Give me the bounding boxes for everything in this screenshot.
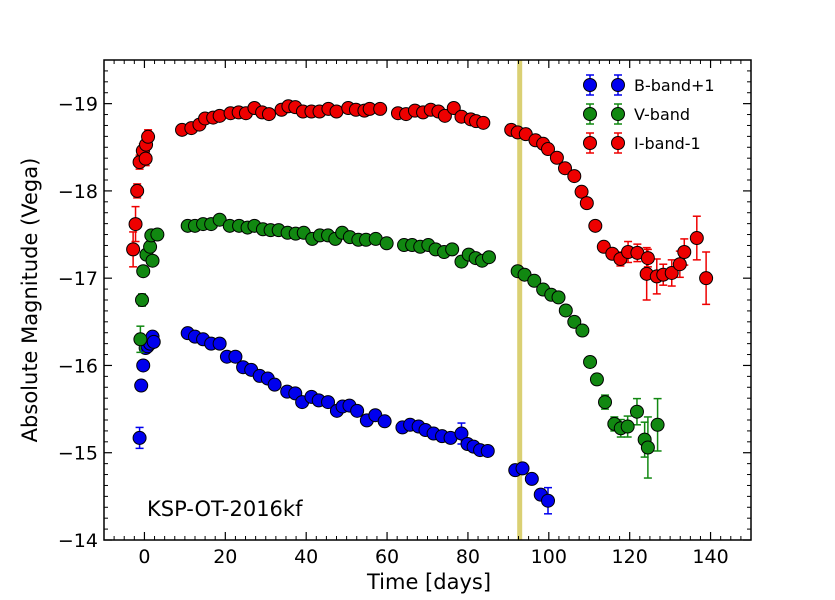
data-point: [130, 183, 145, 198]
x-tick-label: 120: [612, 546, 648, 568]
legend-item: V-band: [583, 103, 690, 125]
data-point: [677, 245, 692, 259]
data-point: [373, 101, 388, 116]
data-point: [377, 414, 392, 429]
data-point: [321, 395, 336, 410]
data-point: [524, 471, 539, 486]
legend-marker: [611, 107, 625, 121]
legend-item: I-band-1: [583, 132, 701, 154]
data-point: [261, 107, 276, 122]
x-tick-label: 140: [692, 546, 728, 568]
data-point: [541, 493, 556, 508]
legend-label: V-band: [634, 105, 690, 124]
data-point: [567, 169, 582, 184]
y-axis-label: Absolute Magnitude (Vega): [18, 158, 42, 443]
data-point: [640, 440, 655, 455]
data-point: [228, 349, 243, 364]
data-point: [541, 142, 556, 157]
data-point: [481, 250, 496, 265]
data-point: [699, 271, 714, 286]
data-point: [583, 354, 598, 369]
x-tick-label: 20: [213, 546, 237, 568]
data-point: [527, 273, 542, 288]
y-tick-label: −16: [58, 355, 98, 377]
x-tick-label: 80: [456, 546, 480, 568]
data-point: [136, 358, 151, 373]
data-point: [267, 377, 282, 392]
data-point: [126, 242, 141, 257]
y-tick-label: −19: [58, 94, 98, 116]
vertical-band: [517, 60, 523, 540]
series-V-band: [133, 212, 665, 479]
plot-frame: [103, 59, 752, 541]
y-tick-label: −15: [58, 443, 98, 465]
data-point: [549, 150, 564, 165]
legend: B-band+1 V-band I-band-1: [583, 74, 715, 154]
data-point: [132, 430, 147, 445]
data-point: [640, 251, 655, 266]
data-point: [650, 417, 665, 432]
legend-label: B-band+1: [634, 76, 715, 95]
data-point: [589, 372, 604, 387]
x-tick-label: 40: [294, 546, 318, 568]
axes-frame: 0 20 40 60 80 100 120 140 −14 −15 −16 −17 −18 −19: [58, 59, 752, 568]
data-point: [551, 290, 566, 305]
annotation-label: KSP-OT-2016kf: [147, 497, 303, 521]
data-point: [574, 184, 589, 199]
data-point: [664, 265, 679, 280]
data-point: [672, 257, 687, 272]
data-point: [150, 227, 165, 242]
data-point: [567, 314, 582, 329]
y-tick-label: −18: [58, 181, 98, 203]
data-point: [138, 151, 153, 166]
data-point: [212, 336, 227, 351]
x-axis-label: Time [days]: [366, 570, 491, 594]
data-point: [588, 218, 603, 233]
legend-marker: [611, 78, 625, 92]
data-point: [446, 101, 461, 115]
data-point: [445, 242, 460, 257]
data-point: [515, 461, 530, 476]
x-tick-label: 60: [375, 546, 399, 568]
data-point: [146, 334, 161, 349]
series-B-band+1: [132, 326, 556, 515]
vertical-band-group: [517, 60, 523, 540]
legend-marker: [583, 136, 597, 150]
series-I-band-1: [126, 99, 714, 306]
legend-marker: [583, 107, 597, 121]
x-tick-label: 0: [138, 546, 150, 568]
data-point: [620, 419, 635, 434]
data-point: [476, 115, 491, 130]
data-point: [629, 404, 644, 419]
y-tick-label: −14: [58, 530, 98, 552]
data-point: [454, 426, 469, 441]
data-point: [136, 264, 151, 279]
x-tick-label: 100: [531, 546, 567, 568]
data-point: [689, 231, 704, 246]
data-point: [579, 196, 594, 211]
data-point: [557, 161, 572, 176]
data-point: [558, 303, 573, 318]
data-point: [575, 323, 590, 338]
data-point: [133, 332, 148, 347]
data-point: [141, 129, 156, 144]
legend-marker: [611, 136, 625, 150]
data-point: [350, 403, 365, 418]
legend-item: B-band+1: [583, 74, 715, 96]
data-point: [128, 217, 143, 232]
data-point: [437, 108, 452, 123]
series-group: [126, 99, 714, 515]
data-point: [135, 293, 150, 307]
data-point: [480, 443, 495, 458]
data-point: [329, 104, 344, 119]
data-point: [212, 212, 227, 227]
legend-marker: [583, 78, 597, 92]
data-point: [145, 253, 160, 268]
data-point: [379, 236, 394, 251]
data-point: [134, 378, 149, 393]
data-point: [598, 395, 613, 410]
y-tick-label: −17: [58, 268, 98, 290]
legend-label: I-band-1: [634, 134, 701, 153]
